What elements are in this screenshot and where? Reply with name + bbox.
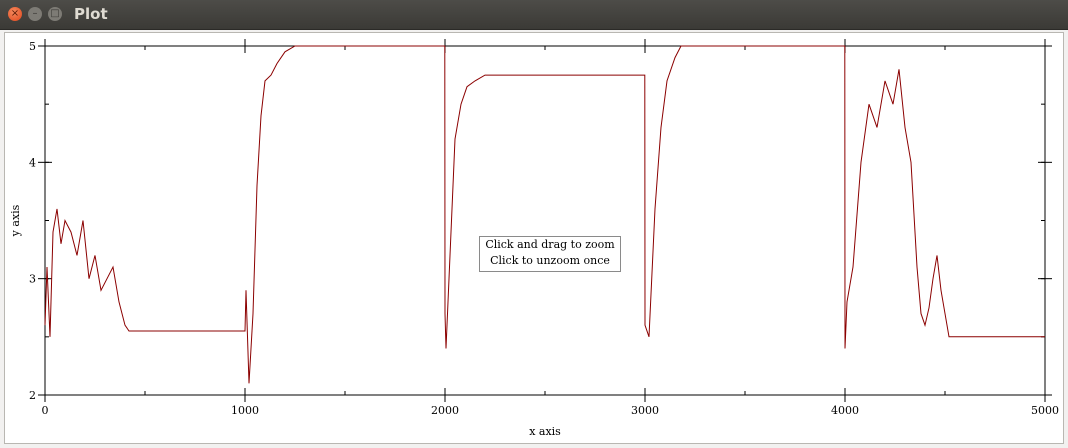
zoom-hint-line1: Click and drag to zoom xyxy=(485,238,615,251)
minimize-button[interactable]: – xyxy=(28,7,42,21)
axis-ticks xyxy=(38,39,1052,402)
y-tick-label: 3 xyxy=(29,273,36,286)
axis-tick-labels: 0 1000 2000 3000 4000 5000 2 3 4 5 xyxy=(29,40,1059,417)
y-tick-label: 4 xyxy=(29,156,36,169)
zoom-hint-line2: Click to unzoom once xyxy=(490,254,610,267)
zoom-hint-box: Click and drag to zoom Click to unzoom o… xyxy=(479,236,621,272)
x-axis-label: x axis xyxy=(529,425,561,438)
plot-frame[interactable]: 0 1000 2000 3000 4000 5000 2 3 4 5 x axis y axis … xyxy=(4,32,1064,444)
plot-canvas[interactable]: 0 1000 2000 3000 4000 5000 2 3 4 5 x axis y axis xyxy=(5,33,1063,443)
x-tick-label: 5000 xyxy=(1031,404,1059,417)
maximize-icon: □ xyxy=(50,8,60,19)
x-tick-label: 3000 xyxy=(631,404,659,417)
maximize-button[interactable]: □ xyxy=(48,7,62,21)
series-line xyxy=(44,45,1045,384)
x-tick-label: 4000 xyxy=(831,404,859,417)
plot-area-border xyxy=(44,45,1046,396)
window-title: Plot xyxy=(74,5,108,23)
title-bar: × – □ Plot xyxy=(0,0,1068,30)
close-icon: × xyxy=(10,8,20,19)
close-button[interactable]: × xyxy=(8,7,22,21)
y-tick-label: 5 xyxy=(29,40,36,53)
x-tick-label: 0 xyxy=(42,404,49,417)
x-tick-label: 1000 xyxy=(231,404,259,417)
y-axis-label: y axis xyxy=(9,204,22,237)
x-tick-label: 2000 xyxy=(431,404,459,417)
minimize-icon: – xyxy=(32,8,38,19)
y-tick-label: 2 xyxy=(29,389,36,402)
